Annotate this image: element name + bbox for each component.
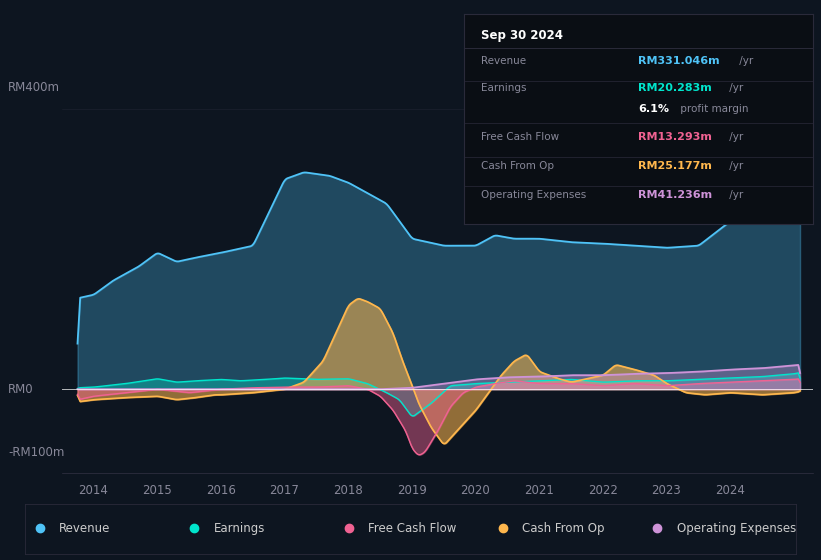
Text: Revenue: Revenue bbox=[59, 522, 111, 535]
Text: RM331.046m: RM331.046m bbox=[639, 56, 720, 66]
Text: /yr: /yr bbox=[727, 190, 744, 200]
Text: /yr: /yr bbox=[736, 56, 754, 66]
Text: 6.1%: 6.1% bbox=[639, 104, 669, 114]
Text: RM0: RM0 bbox=[8, 382, 34, 396]
Text: Cash From Op: Cash From Op bbox=[522, 522, 605, 535]
Text: RM41.236m: RM41.236m bbox=[639, 190, 713, 200]
Text: /yr: /yr bbox=[727, 161, 744, 171]
Text: Operating Expenses: Operating Expenses bbox=[481, 190, 586, 200]
Text: RM13.293m: RM13.293m bbox=[639, 132, 712, 142]
Text: RM20.283m: RM20.283m bbox=[639, 83, 712, 94]
Text: Free Cash Flow: Free Cash Flow bbox=[481, 132, 559, 142]
Text: RM25.177m: RM25.177m bbox=[639, 161, 712, 171]
Text: Earnings: Earnings bbox=[481, 83, 527, 94]
Text: /yr: /yr bbox=[727, 132, 744, 142]
Text: Revenue: Revenue bbox=[481, 56, 526, 66]
Text: Earnings: Earnings bbox=[213, 522, 265, 535]
Text: Cash From Op: Cash From Op bbox=[481, 161, 554, 171]
Text: /yr: /yr bbox=[727, 83, 744, 94]
Text: -RM100m: -RM100m bbox=[8, 446, 65, 459]
Text: profit margin: profit margin bbox=[677, 104, 749, 114]
Text: Sep 30 2024: Sep 30 2024 bbox=[481, 29, 563, 41]
Text: Operating Expenses: Operating Expenses bbox=[677, 522, 796, 535]
Text: RM400m: RM400m bbox=[8, 81, 60, 94]
Text: Free Cash Flow: Free Cash Flow bbox=[368, 522, 456, 535]
